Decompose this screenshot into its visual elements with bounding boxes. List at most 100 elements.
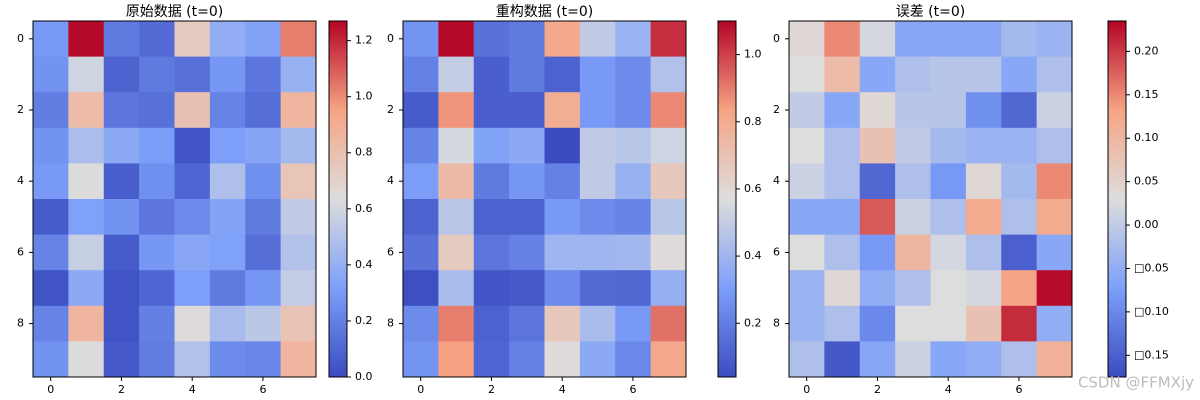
heatmap-cell [245,163,282,200]
heatmap-cell [1036,56,1073,93]
x-tick-label: 4 [189,383,196,396]
heatmap-cell [209,270,246,307]
heatmap-cell [859,199,896,235]
heatmap-cell [544,21,581,57]
heatmap-cell [209,21,246,57]
heatmap-cell [245,56,282,93]
heatmap-cell [859,127,896,164]
heatmap-cell [544,163,581,200]
heatmap-cell [509,341,545,378]
heatmap-cell [473,305,510,342]
heatmap-cell [473,56,510,93]
heatmap-cell [544,199,581,235]
heatmap-cell [245,199,282,235]
heatmap-cell [1001,199,1038,235]
colorbar-tick-label: □0.15 [1134,348,1169,361]
watermark-text: CSDN @FFMXjy [1078,374,1194,392]
heatmap-cell [280,341,317,378]
heatmap-cell [209,163,246,200]
colorbar-frame [1107,20,1127,378]
heatmap-cell [68,305,105,342]
colorbar-tick-label: □0.05 [1134,261,1169,274]
heatmap-cell [615,270,652,307]
y-tick-label: 0 [773,32,780,45]
heatmap-cell [509,305,545,342]
heatmap-panel-1: 原始数据 (t=0) 0 2 4 6 0 2 4 6 8 0.0 0.2 0.4 0.6 0.8 1.0 1.2 [17,4,373,396]
heatmap-cell [209,234,246,271]
heatmap-cell [103,56,140,93]
x-tick-label: 2 [118,383,125,396]
heatmap-cell [789,270,825,307]
heatmap-cell [1036,199,1073,235]
x-tick-label: 0 [803,383,810,396]
heatmap-cell [615,234,652,271]
colorbar-frame [717,20,737,378]
heatmap-cell [615,127,652,164]
y-tick-label: 6 [17,245,24,258]
heatmap-cell [209,341,246,378]
heatmap-cell [403,92,439,129]
heatmap-cell [438,163,475,200]
heatmap-cell [544,270,581,307]
heatmap-cell [1036,127,1073,164]
heatmap-cell [68,56,105,93]
heatmap-cell [930,92,967,129]
heatmap-cell [965,199,1002,235]
heatmap-cell [438,21,475,57]
heatmap-cell [1036,270,1073,307]
y-tick-label: 2 [773,103,780,116]
heatmap-cell [1001,270,1038,307]
heatmap-cell [473,341,510,378]
heatmap-cell [965,127,1002,164]
heatmap-cell [930,21,967,57]
heatmap-cell [509,234,545,271]
heatmap-cell [579,234,616,271]
x-tick-label: 2 [874,383,881,396]
heatmap-cell [965,56,1002,93]
heatmap-cell [33,305,69,342]
heatmap-cell [103,127,140,164]
heatmap-cell [579,21,616,57]
heatmap-cell [615,92,652,129]
heatmap-cell [1036,341,1073,378]
heatmap-cell [68,199,105,235]
heatmap-cell [33,21,69,57]
heatmap-cell [438,305,475,342]
heatmap-cell [245,127,282,164]
heatmap-cell [174,56,211,93]
x-tick-label: 6 [259,383,266,396]
colorbar-tick-label: 0.20 [1134,44,1159,57]
heatmap-cell [280,199,317,235]
heatmap-cell [174,199,211,235]
heatmap-cell [103,92,140,129]
heatmap-cell [473,92,510,129]
x-tick-label: 6 [629,383,636,396]
heatmap-cell [859,56,896,93]
axes-frame [32,20,317,378]
heatmap-cell [473,163,510,200]
heatmap-cell [33,270,69,307]
heatmap-cell [1001,234,1038,271]
heatmap-cell [509,270,545,307]
heatmap-cell [139,127,175,164]
heatmap-cell [139,341,175,378]
x-tick-label: 6 [1015,383,1022,396]
colorbar-tick-label: 0.0 [355,370,373,383]
heatmap-cell [280,92,317,129]
heatmap-cell [930,305,967,342]
heatmap-cell [209,305,246,342]
colorbar-tick-label: 0.10 [1134,131,1159,144]
heatmap-cell [824,199,861,235]
heatmap-cell [895,305,931,342]
heatmap-cell [139,21,175,57]
heatmap-cell [209,92,246,129]
colorbar-tick-label: 0.8 [355,146,373,159]
heatmap-cell [930,163,967,200]
heatmap-cell [824,234,861,271]
heatmap-cell [139,234,175,271]
heatmap-cell [245,305,282,342]
y-tick-label: 6 [387,245,394,258]
heatmap-cell [789,163,825,200]
